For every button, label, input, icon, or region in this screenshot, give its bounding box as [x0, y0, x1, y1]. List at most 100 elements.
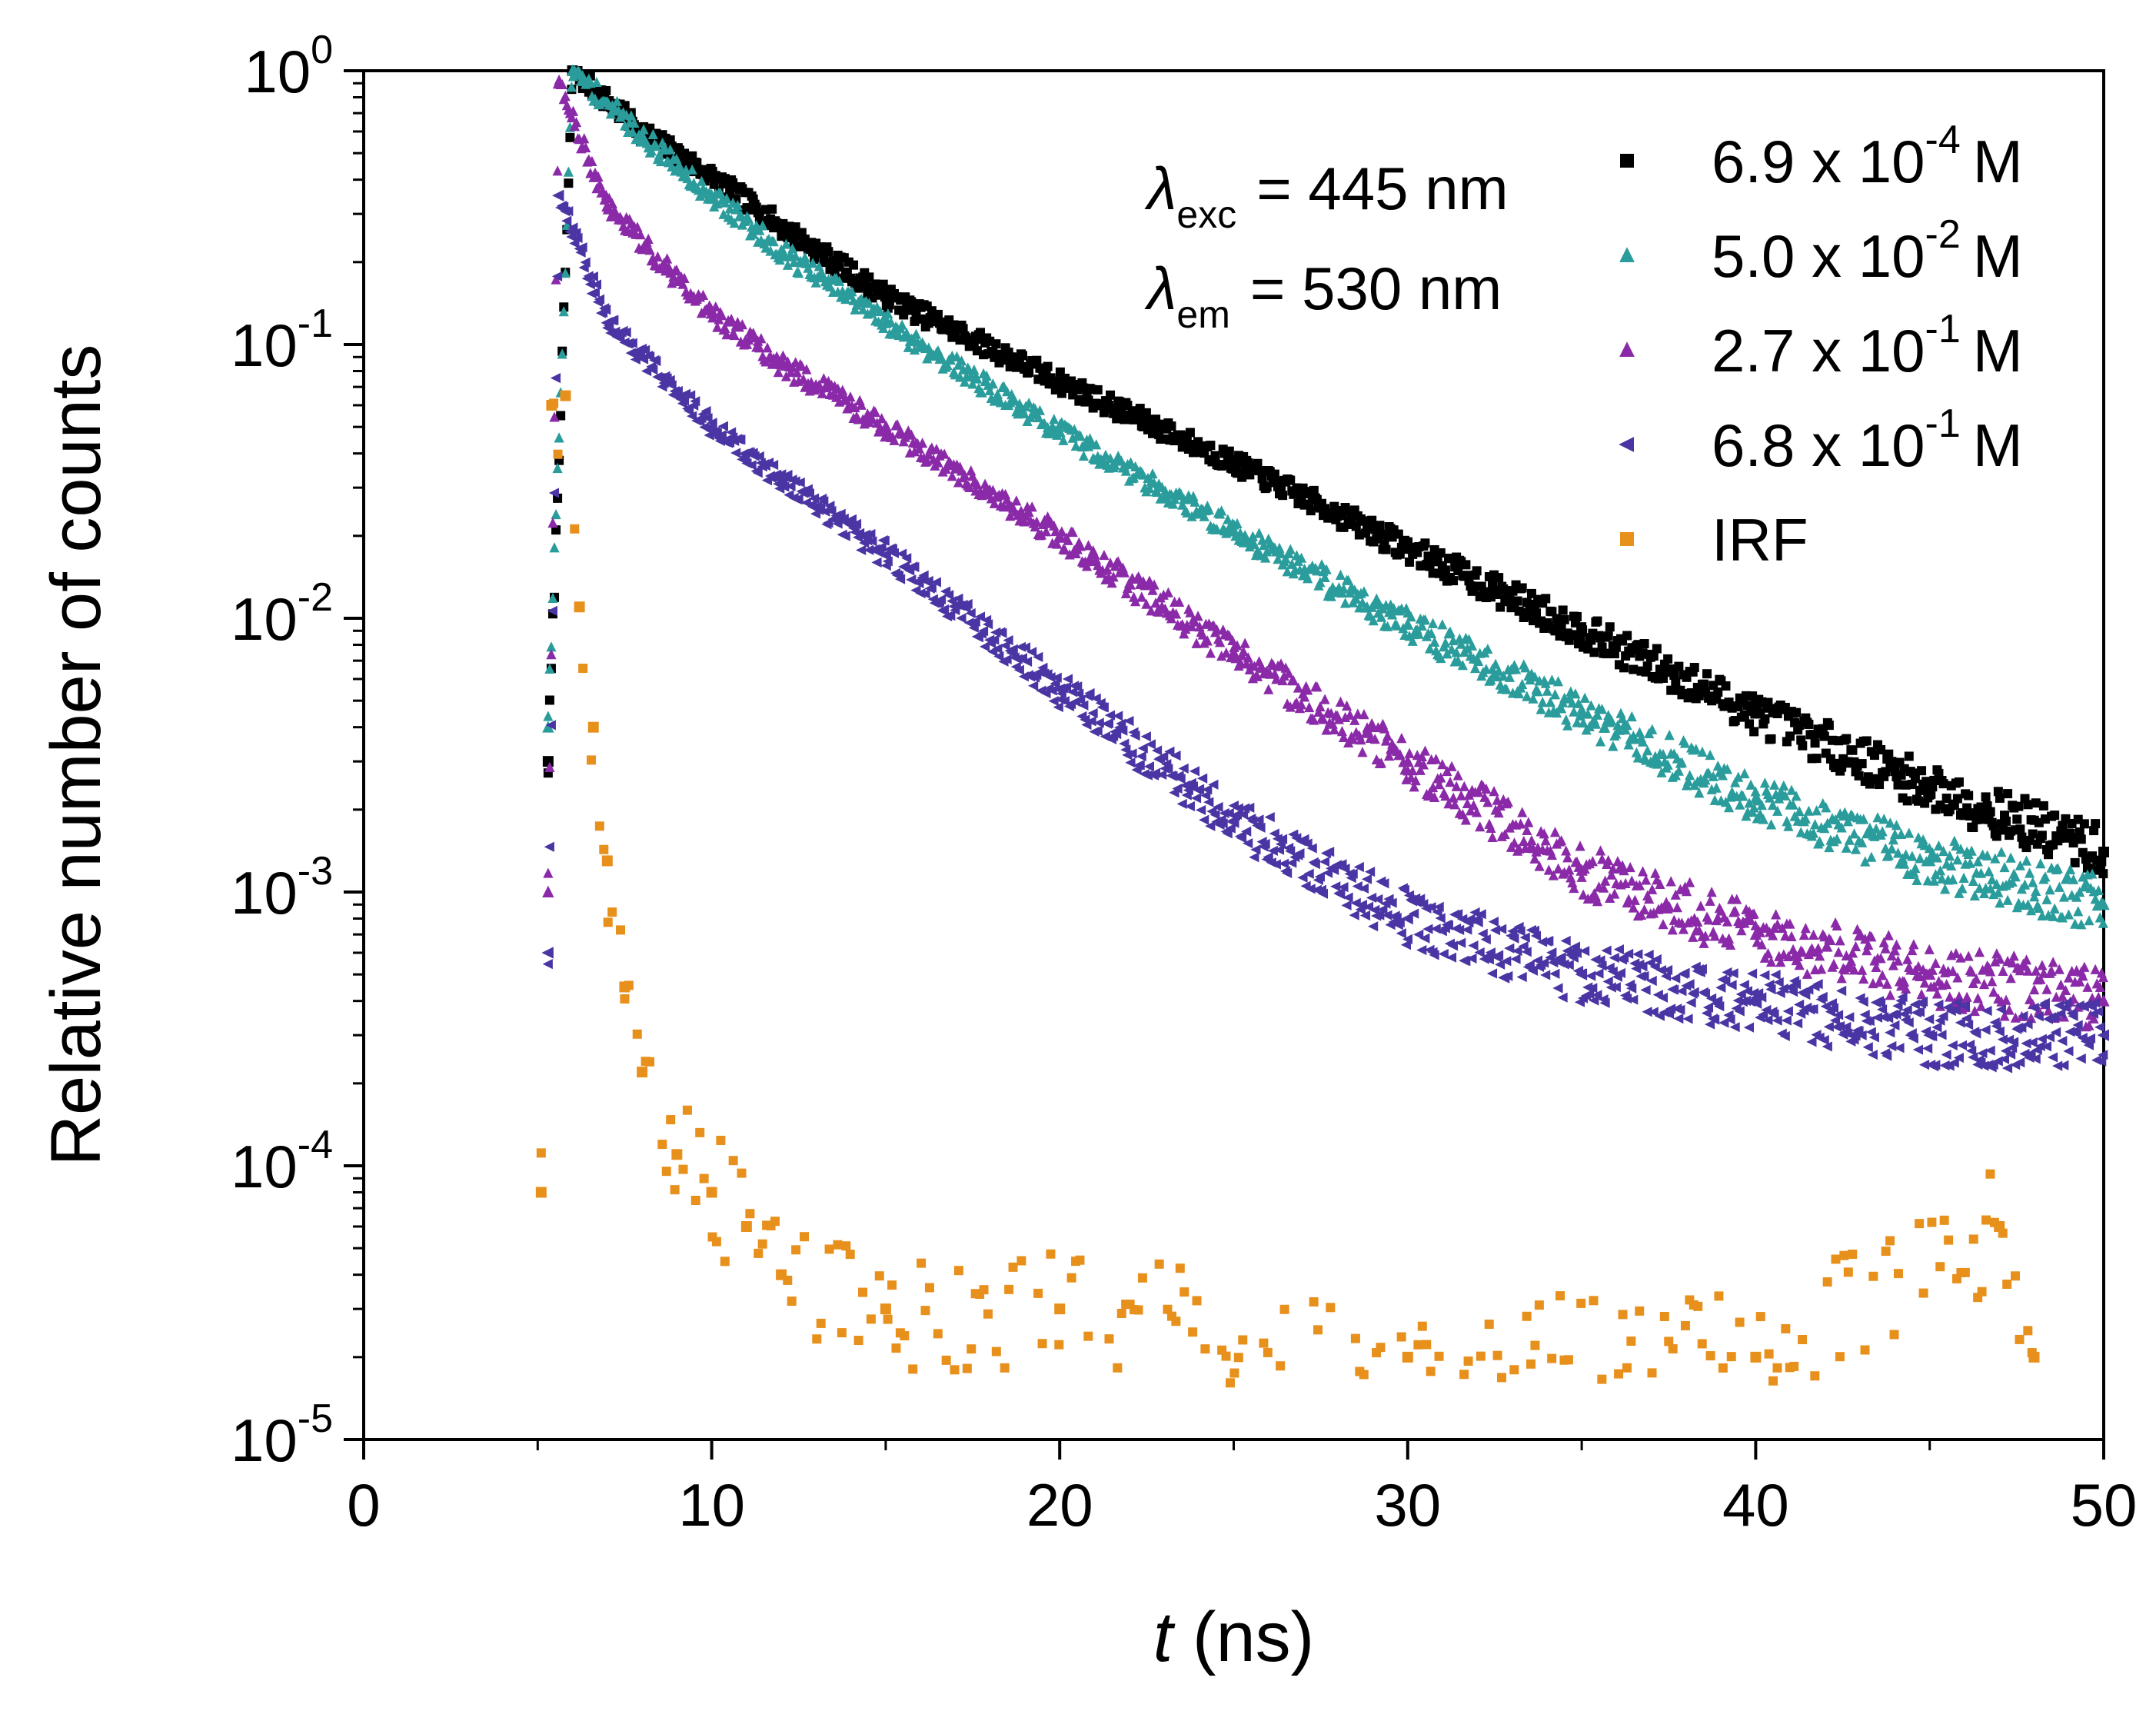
- data-point: [1476, 909, 1486, 920]
- data-point: [1682, 775, 1694, 787]
- data-point: [591, 279, 602, 290]
- data-point: [1603, 854, 1614, 866]
- data-point: [1549, 689, 1561, 700]
- data-point: [2048, 910, 2058, 921]
- data-point: [1316, 559, 1327, 570]
- data-point: [2023, 1326, 2033, 1336]
- data-point: [1374, 910, 1385, 920]
- data-point: [1885, 1236, 1895, 1246]
- data-point: [1144, 575, 1155, 586]
- data-point: [672, 385, 683, 397]
- data-point: [1489, 925, 1501, 936]
- data-point: [1465, 914, 1476, 924]
- legend-marker: [1620, 532, 1634, 546]
- data-point: [699, 421, 710, 433]
- data-point: [1526, 1359, 1536, 1369]
- data-point: [834, 275, 845, 286]
- data-point: [1643, 950, 1654, 960]
- data-point: [1736, 925, 1747, 936]
- data-point: [1133, 1305, 1143, 1315]
- data-point: [1892, 955, 1904, 966]
- data-point: [1999, 861, 2010, 873]
- data-point: [818, 496, 829, 507]
- data-point: [1705, 749, 1715, 761]
- data-point: [1452, 770, 1463, 781]
- data-point: [1878, 937, 1889, 947]
- data-point: [2057, 912, 2068, 923]
- data-point: [654, 149, 665, 160]
- data-point: [1952, 854, 1963, 865]
- data-point: [1552, 614, 1562, 624]
- data-point: [2091, 819, 2101, 829]
- data-point: [1705, 895, 1715, 906]
- data-point: [1438, 948, 1449, 960]
- data-point: [1492, 1350, 1502, 1360]
- data-point: [1674, 661, 1684, 671]
- data-point: [2041, 984, 2052, 994]
- data-point: [1886, 1040, 1897, 1052]
- data-point: [1309, 485, 1319, 495]
- data-point: [987, 484, 998, 495]
- data-point: [1440, 637, 1451, 648]
- data-point: [1382, 910, 1392, 920]
- data-point: [1429, 636, 1440, 647]
- data-point: [1572, 717, 1582, 727]
- data-point: [1804, 719, 1814, 729]
- data-point: [776, 1269, 787, 1280]
- data-point: [1938, 779, 1948, 789]
- data-point: [1559, 614, 1569, 624]
- data-point: [870, 407, 881, 418]
- data-point: [1904, 827, 1915, 838]
- data-point: [547, 605, 557, 617]
- data-point: [1608, 741, 1619, 751]
- data-point: [1572, 611, 1582, 621]
- data-point: [1563, 960, 1574, 970]
- data-point: [1352, 708, 1363, 719]
- data-point: [2046, 965, 2057, 976]
- data-point: [2018, 1010, 2028, 1021]
- data-point: [1422, 924, 1433, 934]
- data-point: [1448, 792, 1459, 803]
- data-point: [1615, 967, 1626, 979]
- data-point: [1336, 726, 1348, 737]
- data-point: [1146, 605, 1156, 616]
- data-point: [1520, 662, 1531, 673]
- data-point: [972, 479, 983, 490]
- data-point: [1622, 1363, 1632, 1373]
- data-point: [2001, 994, 2011, 1005]
- data-point: [926, 582, 937, 593]
- data-point: [1543, 935, 1554, 947]
- data-point: [1098, 702, 1109, 713]
- data-point: [1250, 844, 1261, 855]
- data-point: [1367, 515, 1377, 525]
- data-point: [1468, 800, 1479, 811]
- data-point: [674, 161, 685, 171]
- data-point: [942, 360, 953, 371]
- data-point: [1477, 928, 1488, 939]
- data-point: [1749, 994, 1762, 1007]
- data-point: [1279, 670, 1289, 681]
- data-point: [1894, 1043, 1905, 1054]
- data-point: [1498, 670, 1509, 681]
- data-point: [2031, 965, 2041, 976]
- data-point: [1507, 926, 1518, 937]
- data-point: [1971, 974, 1981, 984]
- data-point: [1376, 611, 1387, 622]
- data-point: [1496, 924, 1507, 934]
- data-point: [1810, 738, 1820, 748]
- data-point: [1810, 1371, 1820, 1381]
- data-point: [1509, 837, 1520, 848]
- data-point: [569, 238, 580, 249]
- data-point: [1585, 700, 1596, 711]
- data-point: [1662, 759, 1673, 770]
- data-point: [1102, 564, 1113, 574]
- data-point: [1850, 844, 1862, 854]
- data-point: [1253, 656, 1265, 667]
- data-point: [1935, 865, 1946, 876]
- data-point: [909, 344, 920, 355]
- data-point: [1945, 851, 1955, 861]
- data-point: [2004, 1004, 2015, 1015]
- data-point: [1457, 914, 1468, 924]
- data-point: [1705, 1351, 1715, 1361]
- data-point: [1087, 707, 1098, 719]
